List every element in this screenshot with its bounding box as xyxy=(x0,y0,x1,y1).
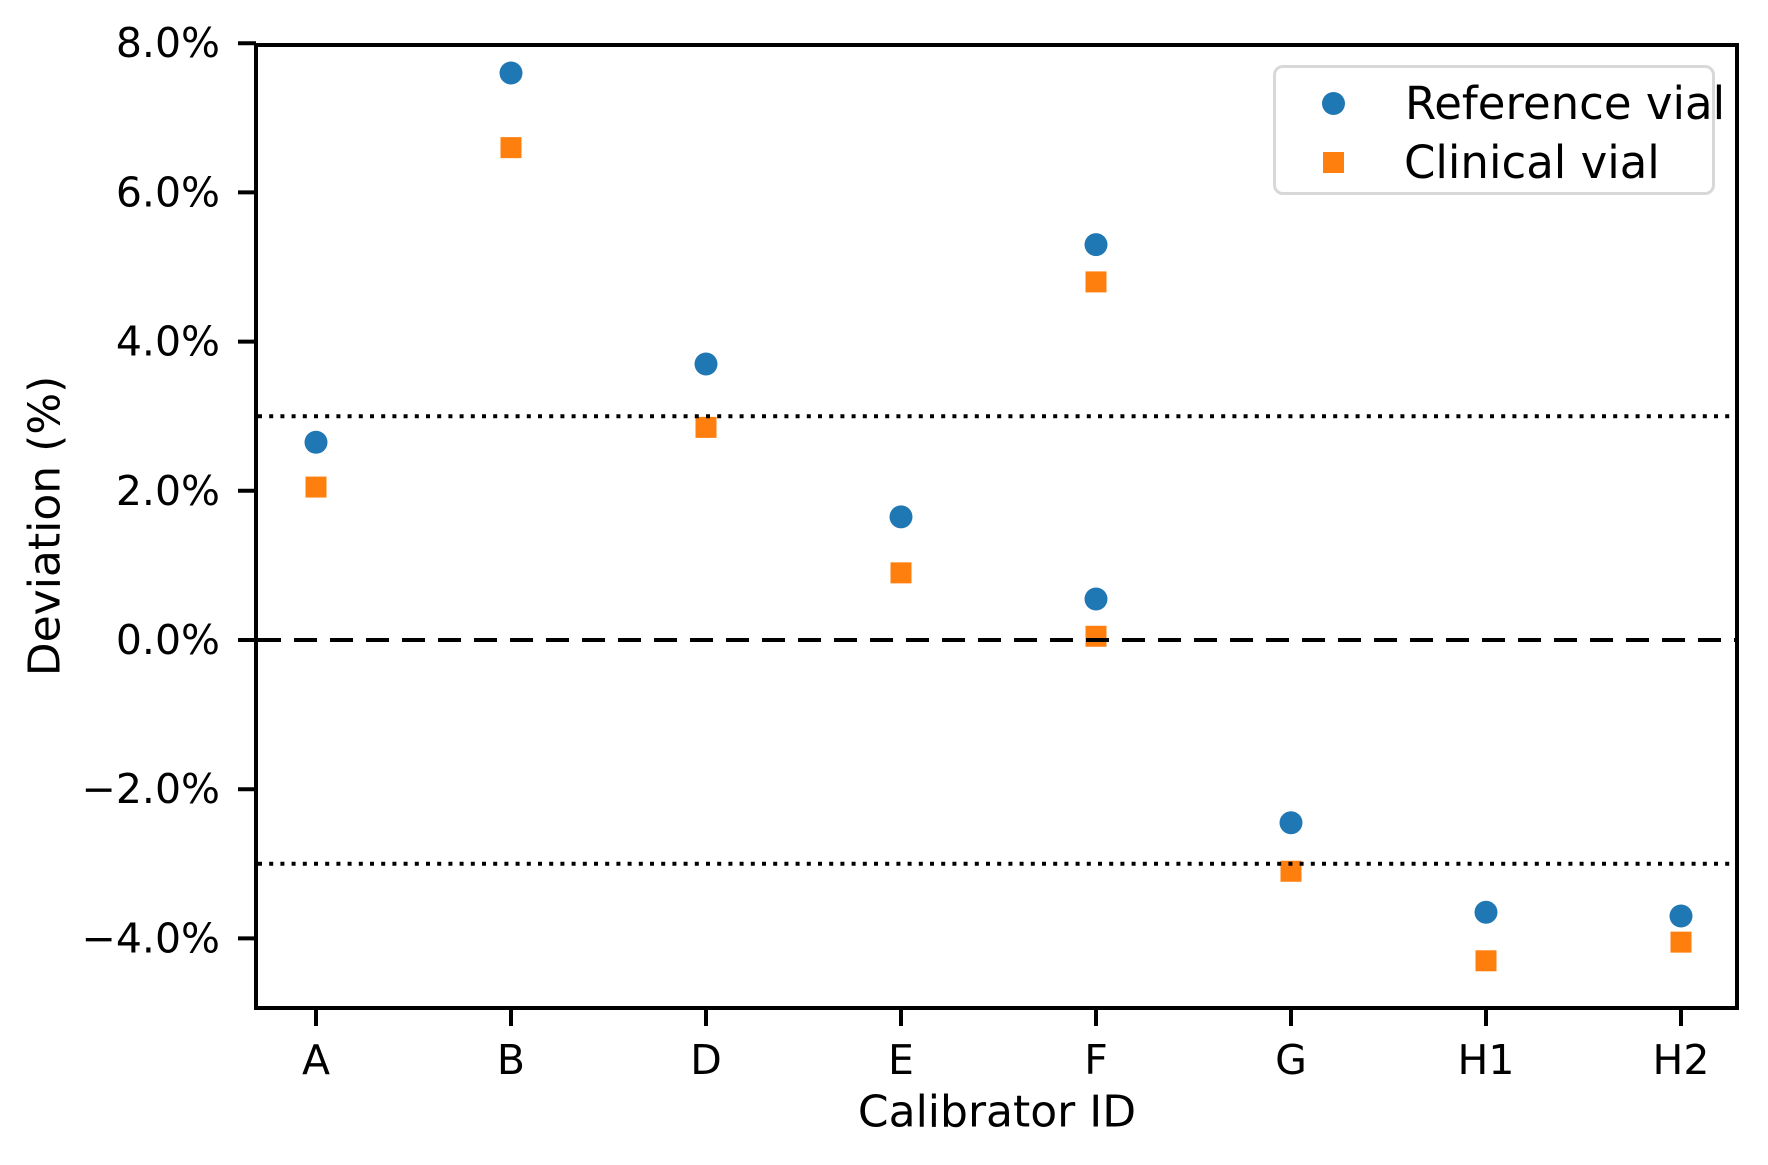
y-tick-label: 4.0% xyxy=(116,318,220,366)
x-tick-label: E xyxy=(888,1036,914,1084)
data-point-clinical-vial xyxy=(1670,931,1692,953)
x-axis-label: Calibrator ID xyxy=(857,1086,1137,1138)
y-tick-label: 2.0% xyxy=(116,467,220,515)
data-point-clinical-vial xyxy=(305,476,327,498)
data-point-reference-vial xyxy=(1279,811,1303,835)
data-point-clinical-vial xyxy=(500,137,522,159)
y-tick-label: 8.0% xyxy=(116,19,220,67)
legend-item-reference-vial: Reference vial xyxy=(1276,75,1725,132)
legend-item-clinical-vial: Clinical vial xyxy=(1276,134,1712,191)
legend-label-clinical-vial: Clinical vial xyxy=(1404,135,1660,189)
x-tick-label: G xyxy=(1275,1036,1307,1084)
y-tick-label: −4.0% xyxy=(81,914,220,962)
reference-vial-marker-icon xyxy=(1322,92,1345,116)
data-point-clinical-vial xyxy=(1280,860,1302,882)
x-tick-label: H2 xyxy=(1653,1036,1710,1084)
x-tick-label: D xyxy=(690,1036,722,1084)
data-point-reference-vial xyxy=(694,352,718,376)
legend-label-reference-vial: Reference vial xyxy=(1405,77,1726,131)
data-point-clinical-vial xyxy=(1475,950,1497,972)
y-tick-label: 0.0% xyxy=(116,616,220,664)
data-point-reference-vial xyxy=(1084,233,1108,257)
data-point-reference-vial xyxy=(889,505,913,529)
data-point-clinical-vial xyxy=(1085,271,1107,293)
y-tick-label: 6.0% xyxy=(116,168,220,216)
x-tick-label: F xyxy=(1084,1036,1108,1084)
data-point-reference-vial xyxy=(1669,904,1693,928)
y-axis-label: Deviation (%) xyxy=(19,375,71,677)
x-tick-label: B xyxy=(497,1036,525,1084)
clinical-vial-marker-icon xyxy=(1323,151,1344,173)
y-tick-label: −2.0% xyxy=(81,765,220,813)
data-point-reference-vial xyxy=(304,430,328,454)
data-point-clinical-vial xyxy=(1085,625,1107,647)
x-tick-label: H1 xyxy=(1458,1036,1515,1084)
data-point-reference-vial xyxy=(499,61,523,85)
data-point-reference-vial xyxy=(1474,900,1498,924)
x-tick-label: A xyxy=(302,1036,330,1084)
data-point-clinical-vial xyxy=(890,562,912,584)
data-point-clinical-vial xyxy=(695,416,717,438)
plot-frame xyxy=(254,43,1739,1010)
legend: Reference vial Clinical vial xyxy=(1273,65,1725,195)
data-point-reference-vial xyxy=(1084,587,1108,611)
